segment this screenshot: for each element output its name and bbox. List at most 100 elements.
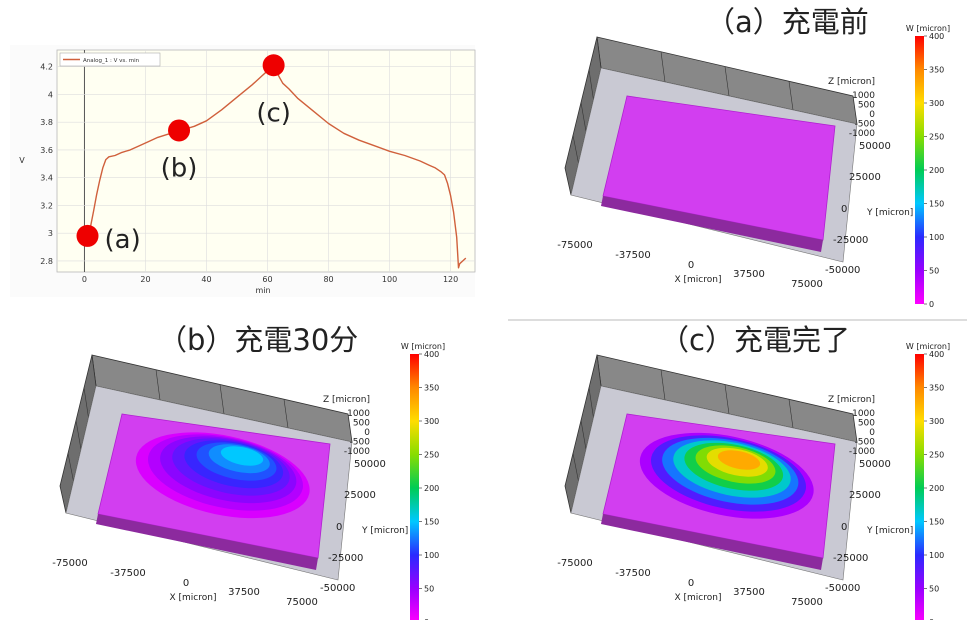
annotation-label: (c) [256, 98, 291, 128]
line-y-axis-label: V [19, 156, 25, 165]
line-x-tick-label: 80 [323, 275, 333, 284]
surface-z-tick-label: 1000 [347, 409, 370, 419]
line-y-tick-label: 3.8 [40, 118, 53, 127]
surface-panel-a: （a）充電前 -75000 -37500 0 37500 75000 X [micron] 5… [557, 5, 950, 309]
surface-wall-grid [67, 369, 289, 482]
colorbar-tick-label: 150 [929, 518, 944, 527]
line-y-tick-label: 4.2 [40, 63, 53, 72]
surface-z-tick-label: 0 [364, 428, 370, 438]
colorbar-tick-label: 200 [929, 166, 944, 175]
colorbar-tick-label: 0 [424, 618, 429, 620]
line-y-tick-label: 3.4 [40, 174, 53, 183]
line-y-tick-label: 3 [48, 229, 53, 238]
colorbar-ticks: 400 350 300 250 200 150 100 50 0 [924, 32, 944, 309]
colorbar-tick-label: 150 [424, 518, 439, 527]
surface-x-tick-label: -75000 [52, 558, 87, 569]
colorbar-tick-label: 100 [929, 233, 944, 242]
annotation-marker [168, 119, 191, 142]
wall-grid-line [83, 387, 89, 418]
surface-title: （a）充電前 [706, 5, 869, 39]
wall-grid-line [219, 384, 225, 415]
wall-grid-line [724, 384, 730, 415]
colorbar-label: W [micron] [906, 342, 950, 351]
wall-grid-line [283, 399, 289, 429]
colorbar-label: W [micron] [906, 24, 950, 33]
surface-y-tick-label: 25000 [344, 490, 376, 501]
colorbar-tick-label: 250 [929, 451, 944, 460]
surface-edge [601, 514, 823, 570]
surface-y-tick-label: -25000 [833, 235, 868, 246]
surface-y-tick-label: 50000 [859, 459, 891, 470]
surface-y-axis-label: Y [micron] [361, 526, 408, 536]
surface-z-tick-label: -500 [350, 438, 371, 448]
line-x-tick-label: 40 [201, 275, 211, 284]
line-y-tick-label: 3.6 [40, 146, 53, 155]
colorbar-tick-label: 300 [929, 99, 944, 108]
surface-y-ticks: 50000 25000 0 -25000 -50000 [825, 141, 891, 276]
line-x-tick-label: 0 [82, 275, 87, 284]
surface-x-tick-label: -37500 [615, 568, 650, 579]
colorbar-ticks: 400 350 300 250 200 150 100 50 0 [419, 350, 439, 620]
surface-z-tick-label: -1000 [849, 447, 875, 457]
surface-y-axis-label: Y [micron] [866, 208, 913, 218]
surface-z-tick-label: -500 [855, 120, 876, 130]
surface-z-tick-label: 1000 [852, 409, 875, 419]
surface-y-tick-label: 0 [336, 522, 342, 533]
surface-edge [96, 514, 318, 570]
surface-y-tick-label: 0 [841, 522, 847, 533]
colorbar-tick-label: 50 [929, 267, 939, 276]
line-x-tick-labels: 0 20 40 60 80 100 120 [82, 275, 458, 284]
colorbar-tick-label: 50 [929, 585, 939, 594]
surface-y-tick-label: -25000 [328, 553, 363, 564]
surface-y-tick-label: 0 [841, 204, 847, 215]
line-legend-box [59, 52, 161, 67]
annotation-label: (a) [105, 225, 141, 255]
wall-grid-line [155, 369, 161, 401]
colorbar-tick-label: 400 [929, 350, 944, 359]
surface-z-tick-label: 0 [869, 428, 875, 438]
surface-x-ticks: -75000 -37500 0 37500 75000 [557, 240, 823, 290]
surface-panel-b: （b）充電30分 -75000 -37500 0 37500 75000 X [micron… [52, 323, 445, 620]
surface-title: （b）充電30分 [158, 323, 358, 357]
wall-grid-line [572, 135, 579, 164]
surface-x-tick-label: 37500 [733, 269, 765, 280]
surface-panel-c: （c）充電完了 -75000 -37500 0 37500 75000 X [micron]… [557, 323, 950, 620]
surface-y-tick-label: 25000 [849, 490, 881, 501]
surface-z-tick-label: 500 [858, 101, 875, 111]
surface-z-tick-label: 500 [353, 419, 370, 429]
line-legend: Analog_1 : V vs. min [59, 52, 161, 67]
wall-grid-line [580, 102, 587, 132]
colorbar-tick-label: 50 [424, 585, 434, 594]
voltage-line-chart: 0 20 40 60 80 100 120 2.8 3 3.2 3.4 3.6 3.8 4 4.2 min… [10, 45, 476, 297]
surface-x-tick-label: -37500 [615, 250, 650, 261]
colorbar-tick-label: 350 [929, 66, 944, 75]
surface-x-tick-label: 75000 [791, 279, 823, 290]
surface-x-tick-label: 75000 [791, 597, 823, 608]
surface-x-tick-label: 0 [688, 578, 694, 589]
surface-x-ticks: -75000 -37500 0 37500 75000 [557, 558, 823, 608]
annotation-marker [262, 54, 285, 77]
surface-title: （c）充電完了 [660, 323, 850, 357]
colorbar-tick-label: 0 [929, 618, 934, 620]
surface-y-tick-label: 25000 [849, 172, 881, 183]
colorbar-tick-label: 150 [929, 200, 944, 209]
surface-x-axis-label: X [micron] [675, 593, 722, 603]
colorbar-tick-label: 350 [929, 384, 944, 393]
colorbar [915, 354, 924, 620]
wall-grid-line [580, 420, 587, 450]
surface-x-axis-label: X [micron] [675, 275, 722, 285]
surface-z-tick-label: -500 [855, 438, 876, 448]
wall-grid-line [660, 369, 666, 401]
surface-y-tick-label: 50000 [859, 141, 891, 152]
line-x-tick-label: 60 [262, 275, 272, 284]
surface-y-ticks: 50000 25000 0 -25000 -50000 [320, 459, 386, 594]
surface-z-tick-label: -1000 [849, 129, 875, 139]
line-x-tick-label: 120 [443, 275, 458, 284]
wall-grid-line [75, 420, 82, 450]
colorbar-tick-label: 400 [929, 32, 944, 41]
line-y-tick-label: 2.8 [40, 257, 53, 266]
surface-x-tick-label: -75000 [557, 558, 592, 569]
annotation-label: (b) [161, 153, 198, 183]
